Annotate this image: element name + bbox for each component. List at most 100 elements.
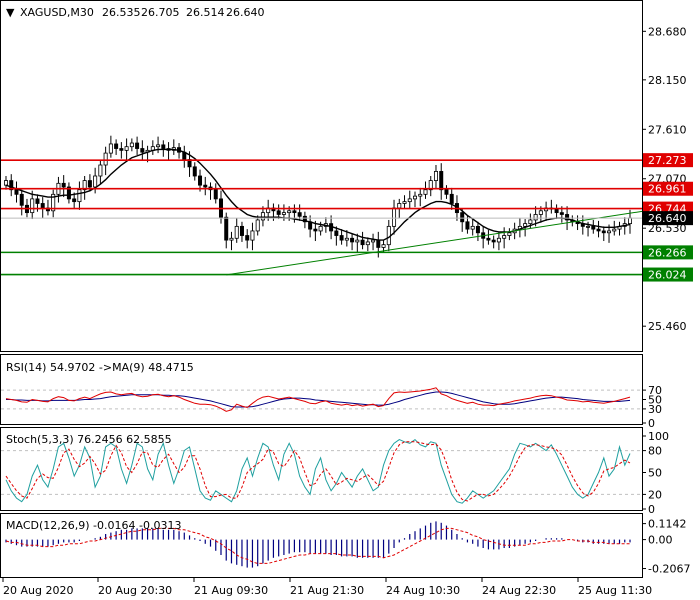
macd-tick-label: -0.2067 [648, 563, 690, 576]
candle-up [470, 225, 475, 230]
candle-down [9, 180, 14, 191]
candle-down [72, 198, 77, 203]
time-tick-label: 25 Aug 11:30 [578, 584, 652, 597]
candle-down [14, 189, 19, 195]
candle-down [239, 225, 244, 236]
candle-down [444, 189, 449, 195]
candle-down [140, 148, 145, 153]
candle-down [460, 212, 465, 223]
time-tick-label: 21 Aug 21:30 [290, 584, 364, 597]
price-tick-label: 27.610 [648, 123, 687, 136]
candle-down [198, 175, 203, 186]
candle-up [418, 193, 423, 197]
moving-average-line [5, 148, 631, 241]
resistance-price-label: 26.961 [648, 183, 687, 196]
candle-down [486, 237, 491, 241]
candle-up [4, 180, 9, 186]
stoch-header: Stoch(5,3,3) 76.2456 62.5855 [6, 433, 172, 446]
candle-up [93, 175, 98, 188]
candle-up [255, 219, 260, 232]
stoch-panel: 100 80 50 20 0 [1, 430, 669, 516]
candle-down [135, 142, 140, 149]
macd-signal-line [5, 527, 630, 564]
macd-panel-frame [0, 513, 643, 578]
candle-down [465, 221, 470, 230]
candle-down [559, 212, 564, 215]
time-tick-label: 20 Aug 2020 [3, 584, 73, 597]
support-price-tag [643, 267, 693, 282]
candle-up [287, 210, 292, 214]
candle-down [334, 230, 339, 236]
price-panel-frame [0, 0, 643, 352]
rsi-header: RSI(14) 54.9702 ->MA(9) 48.4715 [6, 361, 194, 374]
support-price-label: 26.024 [648, 269, 687, 282]
candle-down [203, 184, 208, 188]
candle-up [407, 198, 412, 203]
candle-down [66, 186, 71, 200]
ohlc-high: 26.705 [141, 6, 180, 19]
price-panel: 28.68028.15027.61027.07026.53025.46027.2… [1, 25, 693, 333]
rsi-line [5, 387, 631, 412]
symbol-dropdown-icon[interactable]: ▼ [6, 6, 15, 19]
candle-down [339, 235, 344, 241]
candle-up [628, 217, 633, 225]
candle-down [114, 143, 119, 149]
candle-up [413, 195, 418, 200]
candle-up [612, 228, 617, 232]
time-tick-label: 21 Aug 09:30 [194, 584, 268, 597]
candle-up [229, 237, 234, 241]
candle-up [586, 225, 591, 228]
current-price-tag [643, 211, 693, 226]
candle-up [108, 143, 113, 154]
symbol-label: XAGUSD,M30 [20, 6, 94, 19]
candle-down [360, 239, 365, 246]
macd-header: MACD(12,26,9) -0.0164 -0.0313 [6, 519, 181, 532]
candle-up [77, 189, 82, 203]
osc-tick-label: 50 [648, 467, 662, 480]
candle-down [475, 225, 480, 234]
candle-up [344, 237, 349, 241]
candle-up [318, 225, 323, 232]
osc-tick-label: 50 [648, 394, 662, 407]
candle-up [51, 193, 56, 212]
candle-down [591, 225, 596, 230]
resistance-price-tag [643, 153, 693, 168]
support-trendline[interactable] [226, 210, 643, 276]
macd-tick-label: 0.1142 [648, 518, 687, 531]
candle-up [30, 198, 35, 214]
candle-up [129, 142, 134, 148]
candle-down [302, 215, 307, 223]
price-tick-label: 28.150 [648, 74, 687, 87]
candle-up [496, 237, 501, 243]
osc-tick-label: 0 [648, 417, 655, 430]
candle-up [528, 219, 533, 225]
candle-up [428, 180, 433, 191]
candle-down [596, 228, 601, 232]
stoch-panel-frame [0, 427, 643, 511]
candle-up [607, 230, 612, 234]
time-axis: 20 Aug 2020 20 Aug 20:30 21 Aug 09:30 21 Au… [2, 578, 652, 597]
candle-down [313, 228, 318, 232]
candle-up [392, 207, 397, 227]
candle-up [523, 223, 528, 227]
ohlc-low: 26.514 [186, 6, 225, 19]
candle-down [292, 210, 297, 214]
rsi-panel-frame [0, 354, 643, 425]
candle-up [355, 239, 360, 243]
time-tick-label: 24 Aug 10:30 [386, 584, 460, 597]
candle-up [533, 214, 538, 221]
candle-up [538, 210, 543, 215]
resistance-price-label: 27.273 [648, 154, 687, 167]
candle-up [433, 171, 438, 181]
ohlc-open: 26.535 [102, 6, 141, 19]
candle-up [402, 201, 407, 204]
candle-down [35, 198, 40, 204]
candle-up [98, 164, 103, 177]
support-price-label: 26.266 [648, 246, 687, 259]
candle-down [439, 171, 444, 191]
candle-down [565, 214, 570, 221]
candle-up [124, 146, 129, 151]
candle-down [87, 180, 92, 188]
osc-tick-label: 100 [648, 430, 669, 443]
